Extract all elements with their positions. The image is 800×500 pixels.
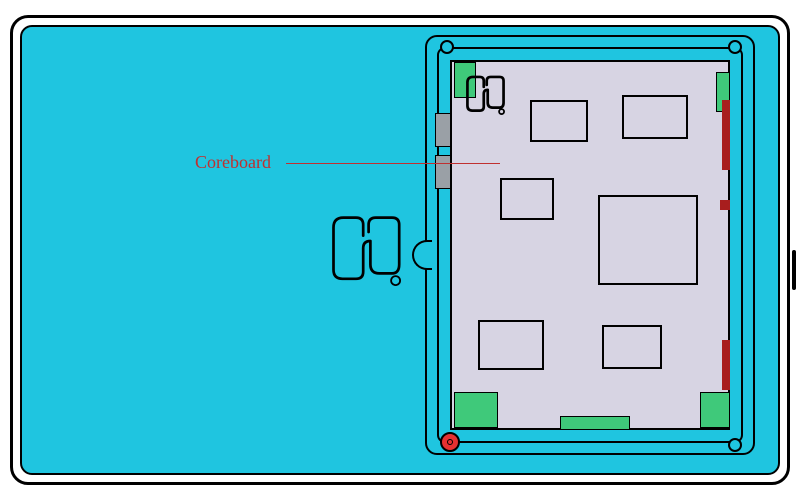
green-clip [560, 416, 630, 430]
red-clip [722, 100, 730, 170]
screw-hole [728, 438, 742, 452]
side-button [792, 250, 796, 290]
green-clip [454, 392, 498, 428]
chip-outline [530, 100, 588, 142]
chip-outline [598, 195, 698, 285]
coreboard-leader-line [286, 163, 500, 164]
green-clip [700, 392, 730, 428]
logo-small-icon [460, 70, 510, 120]
red-screw [440, 432, 460, 452]
screw-hole [440, 40, 454, 54]
connector-tab [435, 113, 451, 147]
chip-outline [478, 320, 544, 370]
coreboard-label: Coreboard [195, 152, 271, 173]
red-clip [722, 340, 730, 390]
logo-large-icon [320, 205, 410, 295]
red-clip [720, 200, 730, 210]
chip-outline [602, 325, 662, 369]
screw-hole [728, 40, 742, 54]
connector-tab [435, 155, 451, 189]
chip-outline [500, 178, 554, 220]
chip-outline [622, 95, 688, 139]
